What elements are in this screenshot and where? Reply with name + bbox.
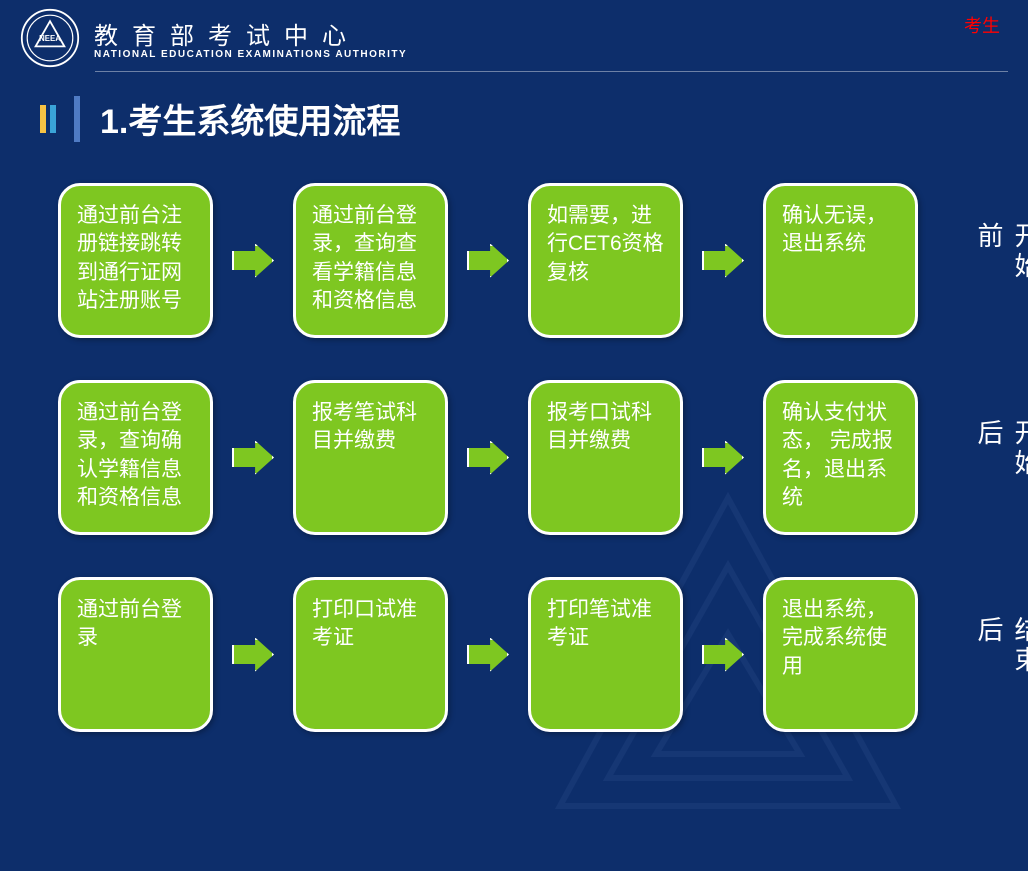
flow-step: 报考笔试科目并缴费: [293, 380, 448, 535]
flow-step: 报考口试科目并缴费: [528, 380, 683, 535]
title-divider: [74, 96, 80, 142]
flow-step: 打印笔试准考证: [528, 577, 683, 732]
arrow-icon: [213, 638, 293, 672]
flow-step: 通过前台登录: [58, 577, 213, 732]
arrow-icon: [448, 244, 528, 278]
header: NEEA 教育部考试中心 NATIONAL EDUCATION EXAMINAT…: [0, 0, 1028, 68]
flowchart: 通过前台注册链接跳转到通行证网站注册账号通过前台登录，查询查看学籍信息和资格信息…: [58, 183, 1028, 732]
flow-step: 退出系统，完成系统使用: [763, 577, 918, 732]
arrow-icon: [448, 638, 528, 672]
title-mark-icon: [40, 105, 56, 133]
arrow-icon: [683, 441, 763, 475]
title-row: 1.考生系统使用流程: [40, 94, 1028, 143]
svg-text:NEEA: NEEA: [39, 34, 61, 43]
row-label: 网报开始前: [971, 222, 1028, 300]
flow-step: 确认支付状态， 完成报名，退出系统: [763, 380, 918, 535]
org-name-cn: 教育部考试中心: [94, 16, 407, 51]
flow-row: 通过前台登录，查询确认学籍信息和资格信息报考笔试科目并缴费报考口试科目并缴费确认…: [58, 380, 1028, 535]
header-underline: [95, 71, 1008, 72]
flow-step: 确认无误，退出系统: [763, 183, 918, 338]
flow-step: 通过前台登录，查询查看学籍信息和资格信息: [293, 183, 448, 338]
row-label: 网报开始后: [971, 419, 1028, 497]
neea-logo-icon: NEEA: [20, 8, 80, 68]
org-name-en: NATIONAL EDUCATION EXAMINATIONS AUTHORIT…: [94, 49, 407, 60]
flow-step: 通过前台注册链接跳转到通行证网站注册账号: [58, 183, 213, 338]
arrow-icon: [213, 441, 293, 475]
arrow-icon: [683, 244, 763, 278]
org-name: 教育部考试中心 NATIONAL EDUCATION EXAMINATIONS …: [94, 16, 407, 60]
flow-step: 打印口试准考证: [293, 577, 448, 732]
page-title: 1.考生系统使用流程: [100, 94, 400, 143]
flow-row: 通过前台注册链接跳转到通行证网站注册账号通过前台登录，查询查看学籍信息和资格信息…: [58, 183, 1028, 338]
arrow-icon: [683, 638, 763, 672]
top-right-label: 考生: [964, 12, 1000, 38]
flow-step: 如需要，进行CET6资格复核: [528, 183, 683, 338]
flow-step: 通过前台登录，查询确认学籍信息和资格信息: [58, 380, 213, 535]
arrow-icon: [213, 244, 293, 278]
row-label: 网报结束后: [971, 616, 1028, 694]
flow-row: 通过前台登录打印口试准考证打印笔试准考证退出系统，完成系统使用网报结束后: [58, 577, 1028, 732]
arrow-icon: [448, 441, 528, 475]
